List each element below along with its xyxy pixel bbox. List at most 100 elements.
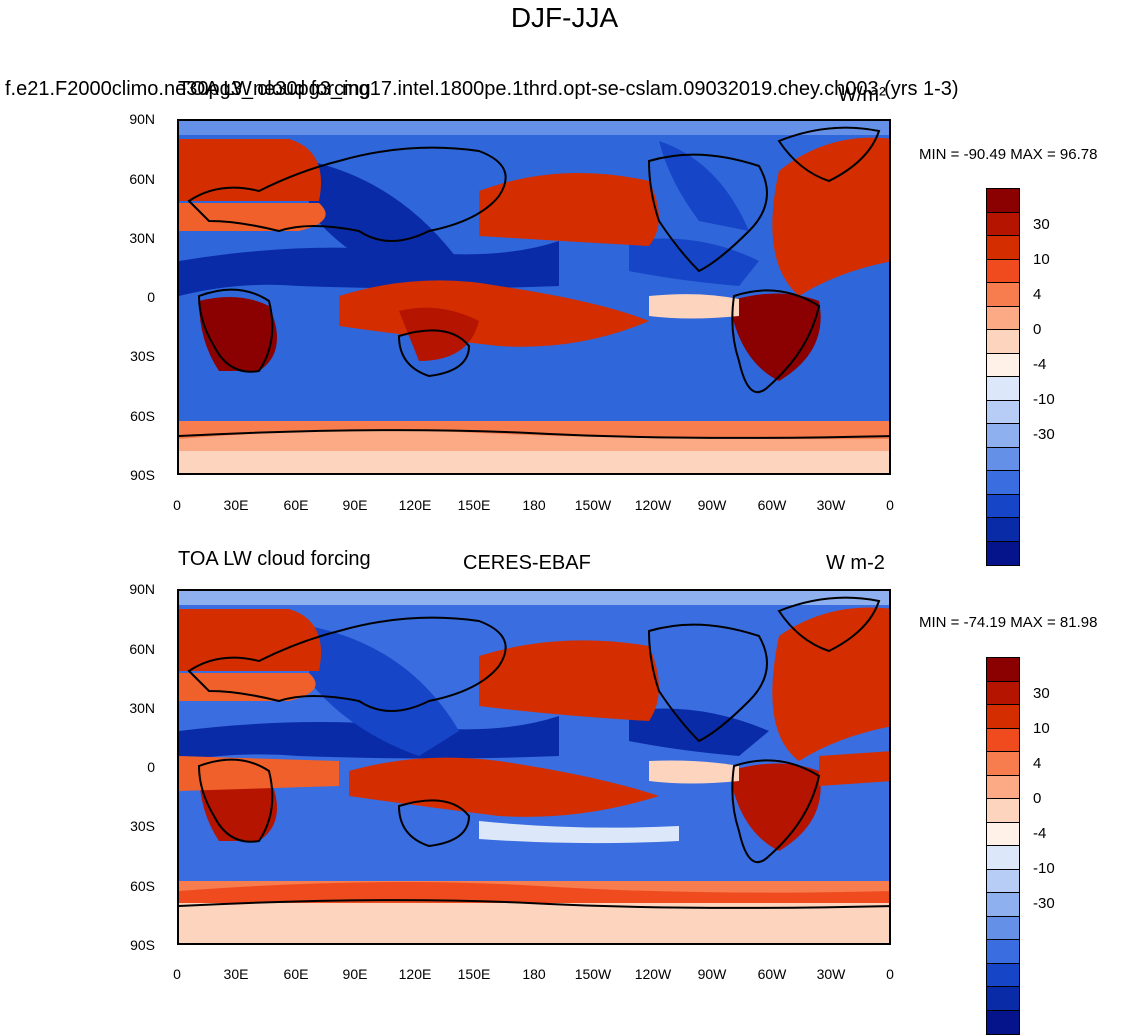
colorbar-swatch xyxy=(987,471,1019,495)
panel2-lat-tick: 30S xyxy=(130,818,155,834)
panel2-colorbar-label: -30 xyxy=(1033,895,1055,912)
panel1-colorbar-label: 30 xyxy=(1033,216,1050,233)
panel1-colorbar-label: 0 xyxy=(1033,321,1042,338)
panel1-colorbar-label: 4 xyxy=(1033,286,1042,303)
colorbar-swatch xyxy=(987,212,1019,236)
panel2-lon-tick: 120W xyxy=(634,966,672,982)
panel2-lon-tick: 150E xyxy=(457,966,491,982)
panel2-variable-label: TOA LW cloud forcing xyxy=(178,548,371,570)
panel1-lon-tick: 90W xyxy=(697,497,727,513)
colorbar-swatch xyxy=(987,822,1019,846)
panel1-lon-tick: 120E xyxy=(398,497,432,513)
panel1-lon-tick: 60W xyxy=(757,497,787,513)
colorbar-swatch xyxy=(987,705,1019,729)
colorbar-swatch xyxy=(987,400,1019,424)
panel2-lon-tick: 60W xyxy=(757,966,787,982)
colorbar-swatch xyxy=(987,987,1019,1011)
colorbar-swatch xyxy=(987,752,1019,776)
panel2-lat-tick: 90S xyxy=(130,937,155,953)
panel2-lat-tick: 90N xyxy=(129,581,155,597)
panel1-variable-label: TOA LW cloud forcing xyxy=(178,78,371,100)
colorbar-swatch xyxy=(987,775,1019,799)
colorbar-swatch xyxy=(987,963,1019,987)
panel1-lat-tick: 0 xyxy=(147,289,155,305)
panel2-colorbar-label: 10 xyxy=(1033,720,1050,737)
panel1-colorbar-label: -30 xyxy=(1033,426,1055,443)
colorbar-swatch xyxy=(987,916,1019,940)
colorbar-swatch xyxy=(987,377,1019,401)
panel2-colorbar-label: 0 xyxy=(1033,790,1042,807)
panel2-colorbar xyxy=(986,657,1020,1035)
panel1-lat-tick: 30S xyxy=(130,348,155,364)
panel1-colorbar-label: -10 xyxy=(1033,391,1055,408)
panel2-lon-tick: 90W xyxy=(697,966,727,982)
panel1-lat-tick: 60N xyxy=(129,171,155,187)
colorbar-swatch xyxy=(987,518,1019,542)
panel1-colorbar xyxy=(986,188,1020,566)
panel1-map-svg xyxy=(179,121,889,473)
panel1-lon-tick: 90E xyxy=(342,497,368,513)
panel1-lon-tick: 30E xyxy=(223,497,249,513)
colorbar-swatch xyxy=(987,330,1019,354)
colorbar-swatch xyxy=(987,869,1019,893)
colorbar-swatch xyxy=(987,893,1019,917)
colorbar-swatch xyxy=(987,541,1019,565)
panel1-lon-tick: 30W xyxy=(816,497,846,513)
panel2-lon-tick: 60E xyxy=(283,966,309,982)
panel2-lat-tick: 30N xyxy=(129,700,155,716)
panel1-colorbar-label: -4 xyxy=(1033,356,1047,373)
panel2-dataset-label: CERES-EBAF xyxy=(463,552,591,574)
panel1-lon-tick: 0 xyxy=(173,497,181,513)
panel1-min-max: MIN = -90.49 MAX = 96.78 xyxy=(919,146,1098,163)
panel2-colorbar-label: -10 xyxy=(1033,860,1055,877)
panel2-lon-tick: 30E xyxy=(223,966,249,982)
panel1-case-label: f.e21.F2000climo.ne30pg3_ne30pg3_mg17.in… xyxy=(5,78,959,100)
colorbar-swatch xyxy=(987,259,1019,283)
panel2-lon-tick: 180 xyxy=(522,966,546,982)
colorbar-swatch xyxy=(987,681,1019,705)
panel2-colorbar-label: 4 xyxy=(1033,755,1042,772)
panel2-lat-tick: 60S xyxy=(130,878,155,894)
colorbar-swatch xyxy=(987,306,1019,330)
panel2-colorbar-label: -4 xyxy=(1033,825,1047,842)
panel2-lon-tick: 30W xyxy=(816,966,846,982)
panel2-lon-tick: 150W xyxy=(574,966,612,982)
colorbar-swatch xyxy=(987,236,1019,260)
panel1-lon-tick: 60E xyxy=(283,497,309,513)
panel2-lat-tick: 60N xyxy=(129,641,155,657)
colorbar-swatch xyxy=(987,189,1019,213)
panel2-colorbar-label: 30 xyxy=(1033,685,1050,702)
panel1-lon-tick: 150W xyxy=(574,497,612,513)
panel1-lon-tick: 150E xyxy=(457,497,491,513)
panel2-lon-tick: 120E xyxy=(398,966,432,982)
colorbar-swatch xyxy=(987,283,1019,307)
colorbar-swatch xyxy=(987,494,1019,518)
colorbar-swatch xyxy=(987,846,1019,870)
panel2-units: W m-2 xyxy=(826,552,885,574)
panel1-lat-tick: 60S xyxy=(130,408,155,424)
colorbar-swatch xyxy=(987,353,1019,377)
panel1-lon-tick: 180 xyxy=(522,497,546,513)
panel1-lon-tick: 0 xyxy=(886,497,894,513)
panel2-lon-tick: 90E xyxy=(342,966,368,982)
colorbar-swatch xyxy=(987,658,1019,682)
colorbar-swatch xyxy=(987,799,1019,823)
panel1-units: W/m² xyxy=(838,84,886,106)
panel1-lon-tick: 120W xyxy=(634,497,672,513)
panel2-map-svg xyxy=(179,591,889,943)
panel1-lat-tick: 90N xyxy=(129,111,155,127)
colorbar-swatch xyxy=(987,940,1019,964)
panel2-lat-tick: 0 xyxy=(147,759,155,775)
panel2-map xyxy=(177,589,891,945)
main-title: DJF-JJA xyxy=(510,2,619,33)
panel2-lon-tick: 0 xyxy=(886,966,894,982)
colorbar-swatch xyxy=(987,424,1019,448)
colorbar-swatch xyxy=(987,447,1019,471)
panel1-lat-tick: 30N xyxy=(129,230,155,246)
panel1-lat-tick: 90S xyxy=(130,467,155,483)
colorbar-swatch xyxy=(987,1010,1019,1034)
colorbar-swatch xyxy=(987,728,1019,752)
panel1-map xyxy=(177,119,891,475)
panel1-colorbar-label: 10 xyxy=(1033,251,1050,268)
panel2-lon-tick: 0 xyxy=(173,966,181,982)
